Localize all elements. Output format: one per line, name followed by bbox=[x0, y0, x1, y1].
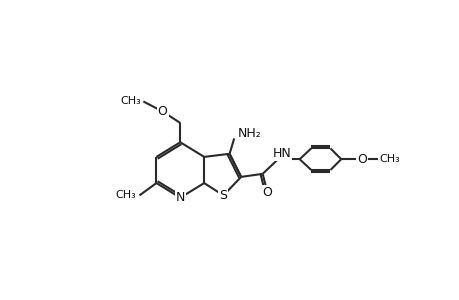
Text: N: N bbox=[175, 191, 185, 204]
Text: NH₂: NH₂ bbox=[237, 127, 260, 140]
Text: O: O bbox=[356, 153, 366, 166]
Text: HN: HN bbox=[272, 147, 291, 160]
Text: CH₃: CH₃ bbox=[115, 190, 135, 200]
Text: S: S bbox=[219, 189, 227, 202]
Text: CH₃: CH₃ bbox=[120, 96, 141, 106]
Text: O: O bbox=[262, 186, 272, 199]
Text: CH₃: CH₃ bbox=[378, 154, 399, 164]
Text: O: O bbox=[157, 105, 167, 118]
